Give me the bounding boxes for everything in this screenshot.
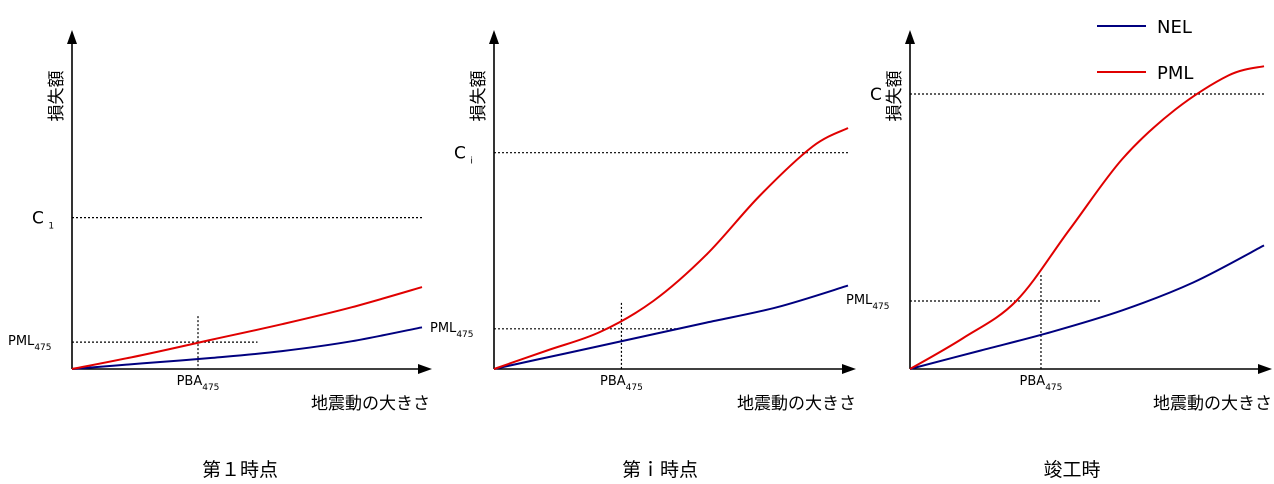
x-axis-label: 地震動の大きさ xyxy=(737,394,856,414)
legend: NEL PML xyxy=(1097,17,1193,84)
y-axis-arrow-icon xyxy=(67,30,77,44)
c-label: C i xyxy=(454,144,473,167)
pml-label: PML475 xyxy=(430,321,474,340)
pml-label: PML475 xyxy=(846,293,890,312)
series-nel-line xyxy=(493,284,849,370)
pba-label: PBA475 xyxy=(1020,374,1063,393)
x-axis-label: 地震動の大きさ xyxy=(311,394,430,414)
y-axis-label: 損失額 xyxy=(469,71,489,122)
legend-label: NEL xyxy=(1157,17,1192,38)
legend-item-nel: NEL xyxy=(1097,17,1192,38)
panel-caption: 竣工時 xyxy=(1043,459,1100,481)
x-axis-arrow-icon xyxy=(1258,364,1272,374)
legend-label: PML xyxy=(1157,63,1193,84)
c-label: C 1 xyxy=(32,209,54,232)
series-nel-line xyxy=(71,326,423,370)
x-axis-arrow-icon xyxy=(842,364,856,374)
series-pml-line xyxy=(71,286,423,370)
pba-label: PBA475 xyxy=(600,374,643,393)
y-axis-label: 損失額 xyxy=(885,71,905,122)
panel-caption: 第１時点 xyxy=(202,459,278,481)
x-axis-label: 地震動の大きさ xyxy=(1153,394,1272,414)
y-axis-arrow-icon xyxy=(905,30,915,44)
legend-item-pml: PML xyxy=(1097,63,1193,84)
y-axis-label: 損失額 xyxy=(47,71,67,122)
x-axis-arrow-icon xyxy=(418,364,432,374)
pml-label: PML475 xyxy=(8,334,52,353)
panel-caption: 第ｉ時点 xyxy=(622,459,698,481)
pba-label: PBA475 xyxy=(177,374,220,393)
y-axis-arrow-icon xyxy=(489,30,499,44)
series-pml-line xyxy=(493,127,849,370)
series-nel-line xyxy=(909,244,1265,370)
c-label: C xyxy=(870,85,882,105)
series-pml-line xyxy=(909,65,1265,370)
